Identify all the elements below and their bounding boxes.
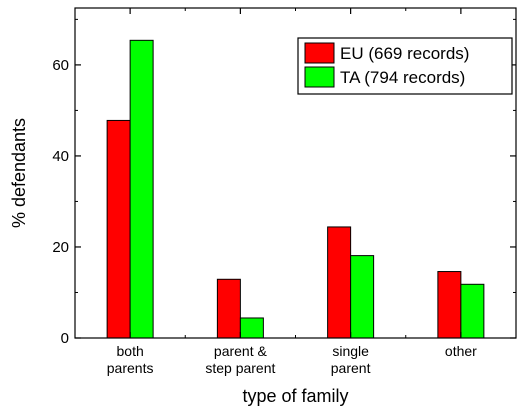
x-tick-label: parent & (214, 343, 268, 359)
y-tick-label: 20 (52, 239, 69, 256)
legend: EU (669 records) TA (794 records) (297, 37, 513, 95)
y-tick-label: 0 (61, 330, 69, 347)
y-tick-label: 40 (52, 148, 69, 165)
bar-ta-2 (350, 255, 375, 339)
bars-group (106, 39, 485, 339)
legend-swatch-ta (304, 66, 335, 88)
bar-eu-3 (437, 271, 462, 339)
x-tick-label: step parent (205, 360, 275, 376)
legend-label-eu: EU (669 records) (340, 44, 469, 63)
bar-eu-0 (106, 119, 131, 339)
y-tick-label: 60 (52, 57, 69, 74)
bar-ta-1 (239, 317, 264, 339)
legend-label-ta: TA (794 records) (340, 68, 465, 87)
bar-ta-0 (129, 39, 154, 339)
x-axis-title: type of family (242, 386, 348, 406)
legend-swatch-eu (304, 42, 335, 64)
x-tick-label: parent (331, 360, 371, 376)
x-tick-label: single (332, 343, 369, 359)
x-tick-label: other (445, 343, 477, 359)
bar-ta-3 (460, 283, 485, 339)
x-tick-label: parents (107, 360, 154, 376)
bar-eu-2 (327, 226, 352, 339)
x-tick-label: both (117, 343, 144, 359)
bar-eu-1 (216, 278, 241, 339)
y-axis-title: % defendants (9, 118, 29, 228)
